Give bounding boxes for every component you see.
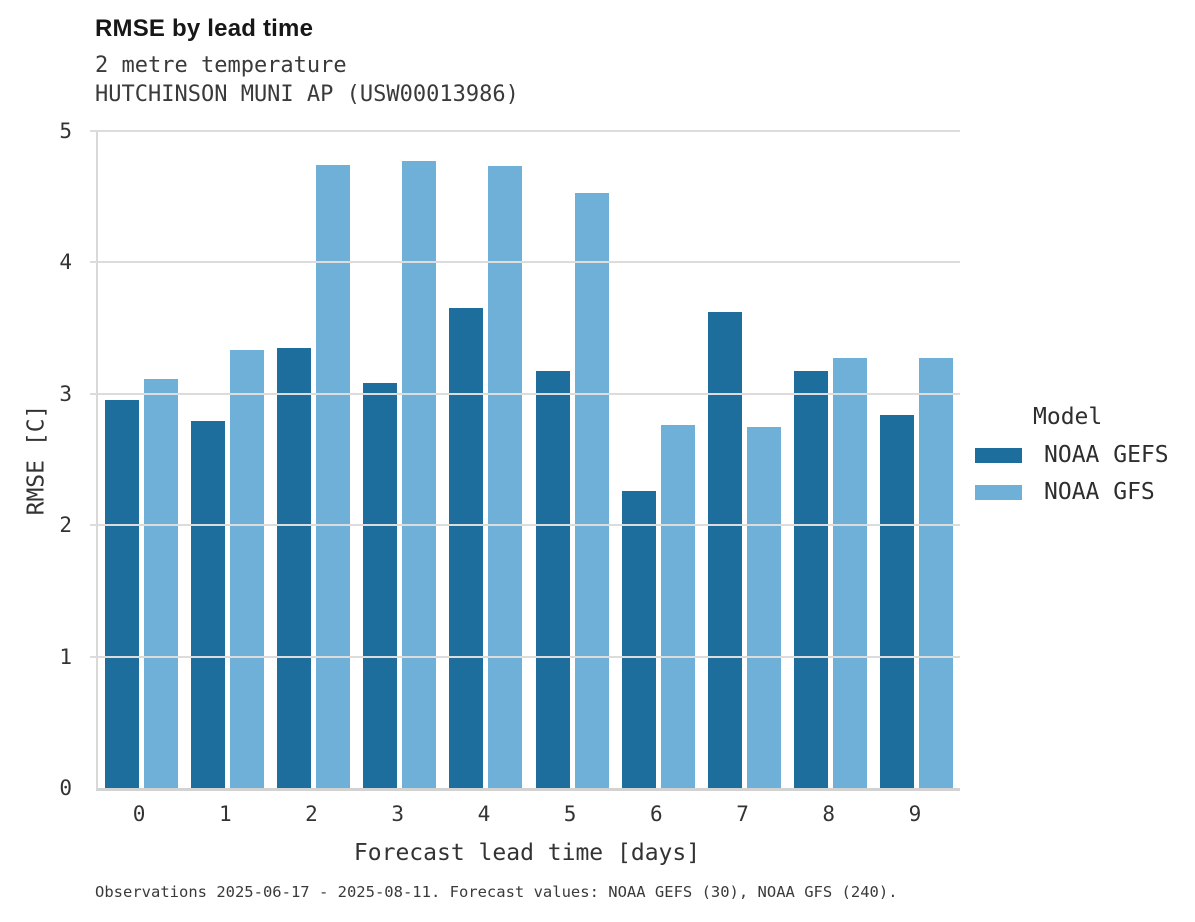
legend-label-noaa-gefs: NOAA GEFS	[1044, 442, 1169, 468]
chart-subtitle-line1: 2 metre temperature	[95, 53, 347, 78]
bar-group-5	[529, 131, 615, 788]
bar-noaa-gfs-lead-4	[488, 166, 523, 788]
x-tick-label-3: 3	[391, 802, 405, 826]
legend-label-noaa-gfs: NOAA GFS	[1044, 479, 1155, 505]
bar-group-8	[788, 131, 874, 788]
bar-group-9	[874, 131, 960, 788]
bar-noaa-gefs-lead-1	[190, 421, 225, 788]
bars-row	[98, 131, 960, 788]
legend-title: Model	[1033, 404, 1103, 430]
chart-title: RMSE by lead time	[95, 15, 314, 42]
bar-noaa-gefs-lead-0	[104, 400, 139, 788]
legend-row-noaa-gefs: NOAA GEFS	[975, 442, 1169, 468]
x-tick-label-0: 0	[132, 802, 146, 826]
bar-group-4	[443, 131, 529, 788]
x-tick-label-8: 8	[822, 802, 836, 826]
y-axis-ticks: 0 1 2 3 4 5	[0, 119, 72, 800]
y-tick-label-4: 4	[59, 250, 72, 275]
chart-subtitle-line2: HUTCHINSON MUNI AP (USW00013986)	[95, 81, 519, 107]
bar-group-7	[701, 131, 787, 788]
x-tick-label-7: 7	[736, 802, 749, 826]
bar-group-3	[357, 131, 443, 788]
x-tick-label-6: 6	[649, 802, 663, 826]
bar-noaa-gefs-lead-7	[708, 312, 743, 788]
bar-group-0	[98, 131, 184, 788]
bar-group-2	[270, 131, 356, 788]
x-tick-label-5: 5	[563, 802, 577, 826]
bar-group-6	[615, 131, 701, 788]
x-tick-label-1: 1	[218, 802, 232, 826]
bar-noaa-gefs-lead-6	[621, 491, 656, 788]
legend: Model NOAA GEFS NOAA GFS	[975, 404, 1169, 516]
legend-row-noaa-gfs: NOAA GFS	[975, 479, 1169, 505]
bar-noaa-gfs-lead-5	[574, 192, 609, 788]
bar-noaa-gefs-lead-4	[449, 308, 484, 788]
bar-noaa-gfs-lead-7	[747, 426, 782, 788]
legend-swatch-noaa-gfs	[975, 484, 1022, 500]
x-axis-title: Forecast lead time [days]	[353, 840, 701, 866]
y-tick-label-1: 1	[59, 644, 72, 669]
y-tick-label-5: 5	[59, 119, 72, 143]
legend-swatch-noaa-gefs	[975, 447, 1022, 463]
gridline-y-5	[90, 130, 960, 132]
footer-note: Observations 2025-06-17 - 2025-08-11. Fo…	[95, 883, 898, 901]
bar-noaa-gefs-lead-9	[880, 414, 915, 788]
x-axis-ticks: 0 1 2 3 4 5 6 7 8 9	[96, 802, 958, 826]
plot-area	[90, 130, 960, 791]
bar-noaa-gefs-lead-5	[535, 371, 570, 788]
bar-noaa-gfs-lead-9	[919, 358, 954, 788]
gridline-y-4	[90, 261, 960, 264]
y-tick-label-0: 0	[59, 776, 72, 800]
gridline-y-3	[90, 392, 960, 395]
bar-noaa-gefs-lead-2	[277, 347, 311, 788]
bar-noaa-gfs-lead-8	[833, 358, 868, 788]
bar-noaa-gfs-lead-2	[316, 165, 350, 788]
bar-noaa-gefs-lead-3	[363, 383, 398, 788]
x-tick-label-4: 4	[477, 802, 491, 826]
gridline-y-1	[90, 655, 960, 658]
bar-noaa-gfs-lead-6	[660, 425, 695, 788]
y-tick-label-3: 3	[59, 381, 72, 406]
x-tick-label-2: 2	[305, 802, 318, 826]
bar-noaa-gfs-lead-0	[143, 379, 178, 788]
x-tick-label-9: 9	[908, 802, 922, 826]
bar-noaa-gfs-lead-1	[229, 350, 264, 788]
bar-group-1	[184, 131, 270, 788]
bar-noaa-gfs-lead-3	[402, 161, 437, 788]
gridline-y-2	[90, 524, 960, 527]
chart-subtitle: 2 metre temperature HUTCHINSON MUNI AP (U…	[95, 52, 519, 109]
y-tick-label-2: 2	[59, 513, 72, 538]
legend-rows: NOAA GEFS NOAA GFS	[975, 442, 1169, 505]
bar-noaa-gefs-lead-8	[794, 371, 829, 788]
